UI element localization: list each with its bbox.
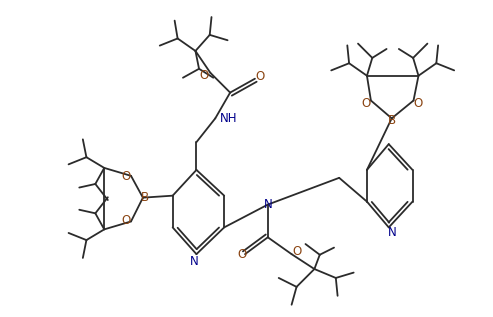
Text: NH: NH: [220, 112, 238, 125]
Text: O: O: [238, 248, 246, 261]
Text: O: O: [121, 214, 131, 227]
Text: O: O: [255, 70, 265, 83]
Text: B: B: [141, 191, 149, 204]
Text: B: B: [387, 114, 396, 127]
Text: N: N: [263, 198, 272, 211]
Text: O: O: [292, 245, 301, 258]
Text: O: O: [200, 69, 209, 82]
Text: O: O: [121, 170, 131, 183]
Text: O: O: [414, 97, 423, 110]
Text: N: N: [190, 255, 199, 268]
Text: O: O: [361, 97, 371, 110]
Text: N: N: [388, 226, 397, 239]
